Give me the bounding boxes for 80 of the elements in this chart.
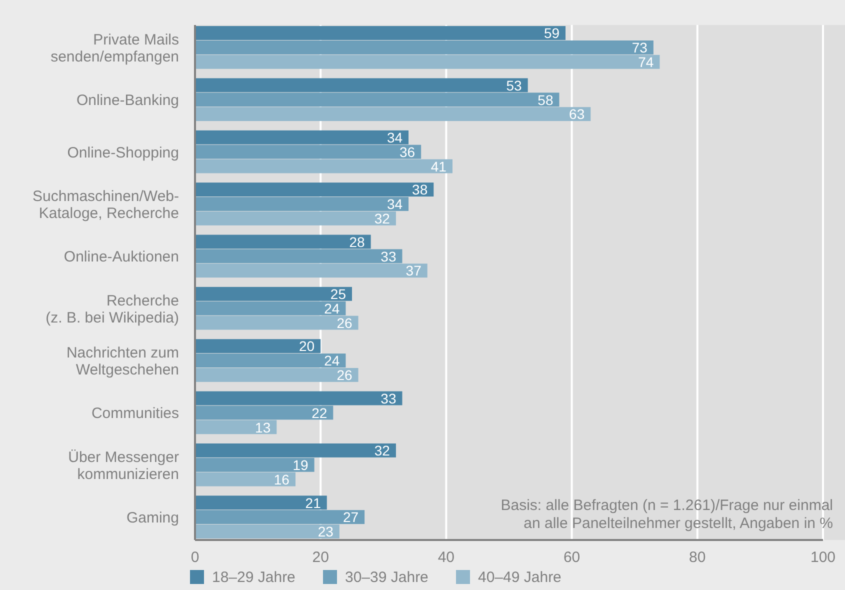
data-label: 36 [400, 144, 416, 160]
data-label: 19 [292, 457, 309, 474]
bar [195, 54, 660, 69]
x-tick-label: 40 [438, 549, 455, 566]
bar [195, 368, 358, 382]
bar [195, 286, 352, 301]
data-label: 27 [342, 509, 359, 526]
annotation: Basis: alle Befragten (n = 1.261)/Frage nur einmal an alle Panelteilnehmer gestellt, Angaben in % [500, 497, 833, 532]
bar [195, 26, 566, 40]
bar [195, 510, 365, 524]
data-label: 23 [318, 524, 334, 540]
bar [195, 130, 409, 144]
data-label: 32 [374, 210, 390, 227]
legend-label: 40–49 Jahre [478, 569, 562, 586]
bar [195, 211, 396, 226]
bar [195, 234, 371, 249]
bar [195, 472, 296, 486]
y-tick-label: Private Mails senden/empfangen [50, 31, 179, 66]
y-tick-label: Über Messenger kommunizieren [68, 448, 179, 483]
data-label: 20 [299, 338, 315, 354]
bar [195, 496, 327, 510]
bar [195, 443, 396, 458]
data-label: 13 [255, 419, 271, 436]
bar [195, 40, 654, 54]
y-tick-label: Online-Auktionen [64, 248, 179, 266]
data-label: 24 [324, 352, 340, 369]
x-tick-label: 0 [190, 549, 200, 566]
data-label: 25 [330, 286, 346, 302]
data-label: 16 [274, 471, 290, 488]
data-label: 59 [544, 25, 560, 42]
bar [195, 144, 422, 159]
bar [195, 316, 358, 330]
data-label: 22 [312, 404, 328, 421]
data-label: 32 [374, 442, 390, 459]
bar [195, 458, 314, 472]
bar [195, 78, 528, 92]
bar [195, 197, 409, 211]
y-tick-label: Gaming [126, 510, 179, 527]
y-tick-label: Nachrichten zum Weltgeschehen [66, 344, 179, 379]
data-label: 53 [506, 77, 522, 94]
data-label: 63 [569, 106, 585, 122]
y-tick-label: Communities [91, 405, 179, 422]
data-label: 26 [336, 367, 352, 384]
bar [195, 182, 434, 197]
data-label: 41 [430, 158, 447, 174]
x-tick-label: 20 [312, 549, 329, 566]
bar [195, 264, 428, 278]
y-tick-label: Suchmaschinen/Web- Kataloge, Recherche [32, 188, 179, 222]
bar [195, 406, 334, 420]
x-tick-label: 100 [810, 549, 836, 566]
data-label: 37 [406, 262, 422, 279]
y-tick-label: Online-Shopping [67, 144, 179, 162]
data-label: 73 [632, 40, 648, 56]
bar [195, 249, 402, 264]
x-tick-label: 60 [563, 549, 580, 566]
x-tick-label: 80 [689, 549, 706, 566]
bar [195, 107, 591, 122]
data-label: 38 [412, 182, 428, 198]
bar [195, 420, 277, 434]
legend-label: 18–29 Jahre [212, 569, 296, 586]
data-label: 74 [638, 54, 654, 70]
data-label: 34 [386, 130, 403, 146]
bar [195, 391, 402, 406]
data-label: 34 [386, 196, 403, 212]
legend-label: 30–39 Jahre [345, 569, 428, 586]
data-label: 58 [538, 92, 554, 108]
y-tick-label: Online-Banking [76, 92, 179, 110]
y-tick-label: Recherche (z. B. bei Wikipedia) [46, 292, 180, 326]
data-label: 33 [380, 248, 396, 264]
data-label: 21 [305, 494, 322, 511]
bar [195, 524, 340, 538]
bar [195, 354, 346, 368]
data-label: 33 [380, 390, 396, 406]
bar [195, 92, 560, 107]
data-label: 28 [349, 234, 366, 250]
bar [195, 339, 321, 354]
data-label: 26 [336, 314, 352, 331]
data-label: 24 [324, 300, 340, 316]
bar [195, 301, 346, 316]
bar [195, 159, 452, 174]
